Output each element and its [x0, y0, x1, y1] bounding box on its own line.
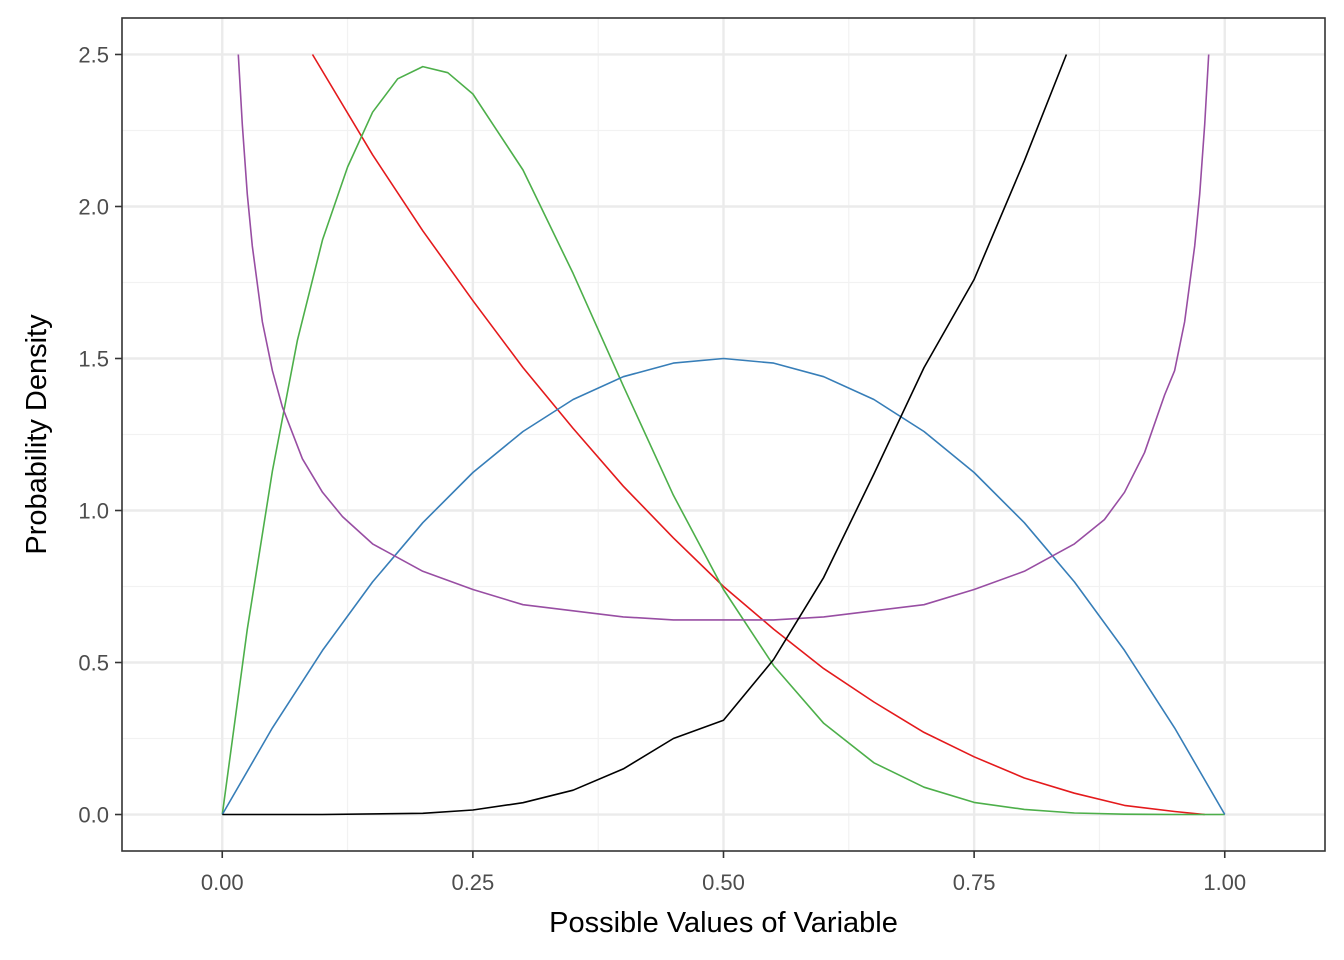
y-axis-ticks: 0.0 0.5 1.0 1.5 2.0 2.5: [78, 42, 122, 828]
series-line-1: [311, 54, 1205, 816]
y-tick-label: 2.0: [78, 194, 109, 219]
y-tick-label: 2.5: [78, 42, 109, 67]
y-axis-title: Probability Density: [21, 314, 53, 555]
series-line-4: [237, 54, 1210, 621]
y-tick-label: 0.0: [78, 803, 109, 828]
y-tick-label: 0.5: [78, 651, 109, 676]
y-tick-label: 1.5: [78, 346, 109, 371]
series-line-2: [221, 65, 1225, 816]
x-axis-ticks: 0.00 0.25 0.50 0.75 1.00: [201, 851, 1246, 895]
series-line-5: [222, 54, 1068, 816]
x-tick-label: 1.00: [1203, 870, 1246, 895]
x-tick-label: 0.25: [451, 870, 494, 895]
series-line-3: [221, 357, 1226, 815]
x-tick-label: 0.00: [201, 870, 244, 895]
y-tick-label: 1.0: [78, 499, 109, 524]
x-axis-title: Possible Values of Variable: [549, 907, 898, 939]
x-tick-label: 0.75: [953, 870, 996, 895]
x-tick-label: 0.50: [702, 870, 745, 895]
series-lines: [221, 54, 1226, 816]
